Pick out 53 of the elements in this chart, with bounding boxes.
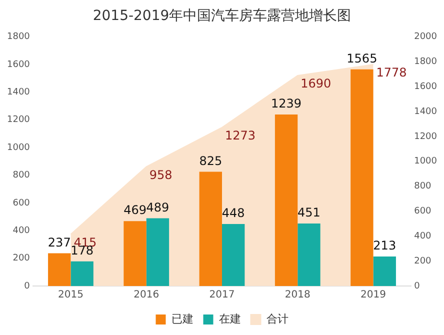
bar xyxy=(350,69,374,286)
data-label: 1239 xyxy=(271,96,302,111)
data-label: 825 xyxy=(199,154,222,168)
data-label: 958 xyxy=(149,168,172,182)
bar xyxy=(70,261,94,286)
y-tick-label: 1800 xyxy=(7,32,30,42)
data-label: 451 xyxy=(298,206,320,220)
legend-label: 合计 xyxy=(266,312,288,326)
legend-label: 在建 xyxy=(218,312,241,326)
bar xyxy=(274,114,298,286)
bar xyxy=(222,224,245,286)
y-tick-label: 600 xyxy=(12,198,30,208)
y-tick-label: 800 xyxy=(12,170,30,181)
bar xyxy=(298,224,320,286)
y-tick-label: 1600 xyxy=(7,60,30,70)
bar xyxy=(124,221,146,286)
x-tick-label: 2016 xyxy=(134,290,160,301)
data-label: 1778 xyxy=(376,66,407,80)
chart-title: 2015-2019年中国汽车房车露营地增长图 xyxy=(92,8,352,24)
data-label: 469 xyxy=(124,203,146,218)
y2-tick-label: 1800 xyxy=(414,57,438,68)
data-label: 489 xyxy=(146,200,170,214)
x-tick-label: 2018 xyxy=(284,290,310,301)
data-label: 1273 xyxy=(225,128,256,143)
bar xyxy=(48,253,71,286)
y2-tick-label: 1400 xyxy=(414,106,438,117)
y2-tick-label: 2000 xyxy=(414,32,438,42)
x-tick-label: 2017 xyxy=(209,290,235,301)
bar xyxy=(199,172,222,286)
y-tick-label: 200 xyxy=(12,254,30,264)
x-tick-label: 2015 xyxy=(58,290,84,301)
y-tick-label: 1400 xyxy=(7,88,30,98)
data-label: 1690 xyxy=(300,76,332,91)
y-tick-label: 1200 xyxy=(7,115,30,126)
y-tick-label: 400 xyxy=(12,226,30,236)
legend-label: 已建 xyxy=(171,312,194,326)
y2-tick-label: 800 xyxy=(414,182,432,192)
x-tick-label: 2019 xyxy=(360,290,386,301)
y2-tick-label: 1600 xyxy=(414,82,438,92)
y2-tick-label: 1200 xyxy=(414,132,438,142)
y2-tick-label: 400 xyxy=(414,232,432,242)
y-tick-label: 1000 xyxy=(7,142,30,153)
y2-tick-label: 0 xyxy=(414,281,420,292)
data-label: 213 xyxy=(373,238,396,253)
y2-tick-label: 200 xyxy=(414,256,432,266)
data-label: 237 xyxy=(48,235,71,250)
y-tick-label: 0 xyxy=(24,281,30,292)
y2-tick-label: 600 xyxy=(414,206,432,217)
data-label: 448 xyxy=(222,206,245,220)
bar xyxy=(146,218,170,286)
y2-tick-label: 1000 xyxy=(414,156,438,167)
data-label: 1565 xyxy=(346,51,378,66)
bar xyxy=(373,256,396,286)
